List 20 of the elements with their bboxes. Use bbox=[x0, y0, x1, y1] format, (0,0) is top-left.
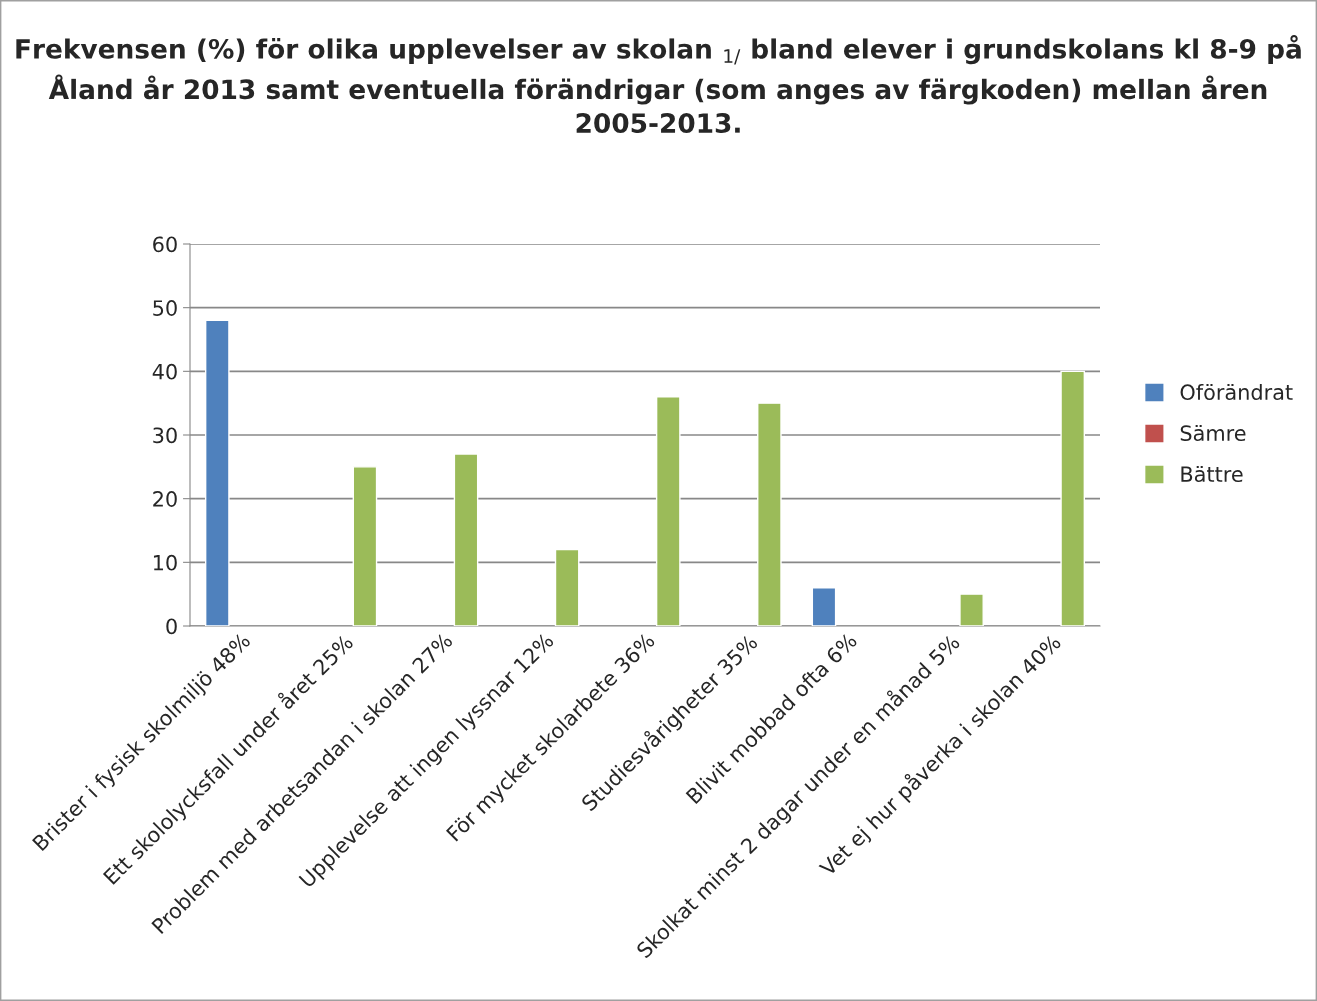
y-tick-label: 10 bbox=[153, 554, 177, 571]
legend-label: Oförändrat bbox=[1180, 383, 1293, 401]
y-tick-label: 20 bbox=[153, 491, 177, 507]
bar bbox=[204, 319, 230, 626]
bar bbox=[453, 453, 479, 626]
bar bbox=[959, 593, 984, 626]
y-tick-label: 60 bbox=[153, 236, 177, 253]
y-tick-label: 30 bbox=[153, 427, 177, 444]
y-tick-label: 0 bbox=[166, 618, 177, 635]
bar bbox=[757, 402, 782, 626]
y-tick-label: 50 bbox=[153, 300, 177, 316]
bar bbox=[352, 466, 378, 626]
bar bbox=[811, 587, 837, 626]
bar bbox=[655, 396, 681, 626]
chart-title: Frekvensen (%) för olika upplevelser av skolan $_{1/}$ bland elever i grundskolans kl 8-9 på Åland år 2013 samt eventuella förändrigar (som anges av färgkoden) mellan åren 2005-2013. bbox=[16, 35, 1301, 134]
bar bbox=[1060, 370, 1086, 626]
y-tick-label: 40 bbox=[152, 363, 177, 380]
legend-label: Bättre bbox=[1181, 465, 1243, 483]
bar bbox=[554, 548, 580, 626]
legend-label: Sämre bbox=[1180, 424, 1246, 442]
